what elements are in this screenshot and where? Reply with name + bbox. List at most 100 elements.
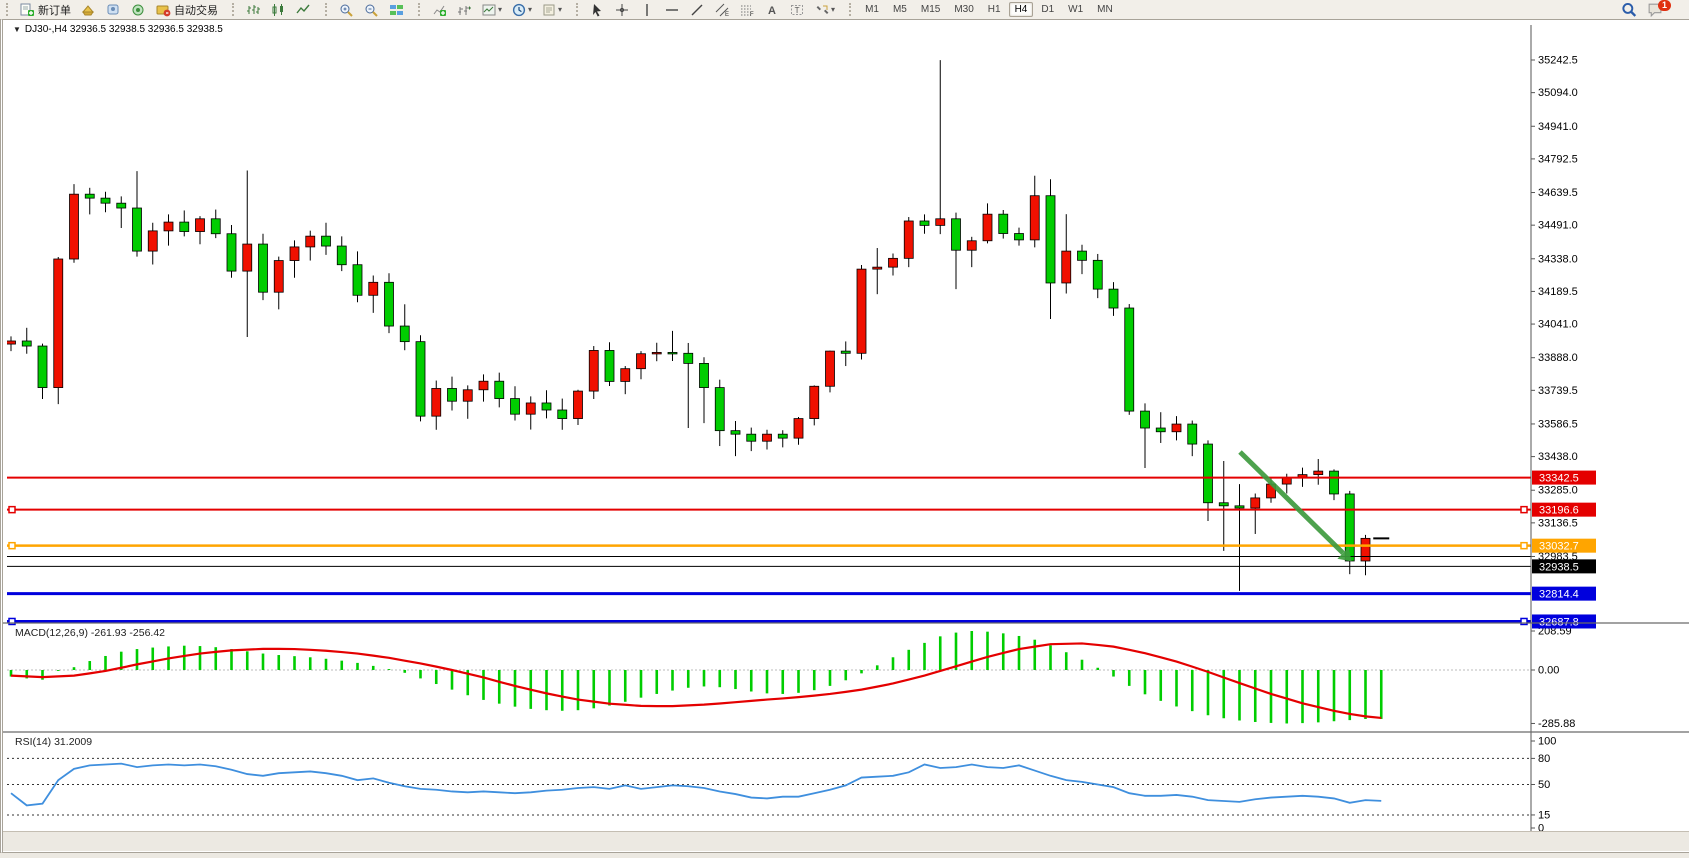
candle-down [998,213,1009,234]
timeframe-m1-button[interactable]: M1 [865,4,879,15]
chart-type-button[interactable]: ▾ [478,0,506,19]
chat-button[interactable]: 1 [1643,0,1680,19]
candle-up [1171,423,1182,433]
timeframe-mn-button[interactable]: MN [1097,4,1113,15]
line-handle[interactable] [1520,617,1528,626]
fibonacci-button[interactable]: F [736,0,759,19]
navigator-button[interactable] [102,0,125,19]
price-tick-label: 33136.5 [1538,517,1578,529]
candle-down [336,245,347,266]
candle-down [1124,307,1135,412]
horizontal-lines[interactable] [7,476,1531,626]
svg-text:E: E [725,12,729,17]
candle-up [809,385,820,419]
timeframe-m15-button[interactable]: M15 [920,4,941,15]
candle-up [242,243,253,272]
timeframe-d1-button[interactable]: D1 [1041,4,1055,15]
clock-button[interactable]: ▾ [508,0,536,19]
macd-pane[interactable]: MACD(12,26,9) -261.93 -256.42 208.59 0.00 -… [7,625,1575,730]
rsi-pane[interactable]: RSI(14) 31.2009 100 80 50 15 0 [7,736,1556,835]
arrows-button[interactable]: ▾ [811,0,839,19]
candle-down [714,387,725,432]
line-handle[interactable] [8,617,16,626]
chevron-down-icon[interactable]: ▾ [528,5,533,14]
candle-down [100,197,111,204]
chart-window[interactable]: ▼ DJ30-,H4 32936.5 32938.5 32936.5 32938.… [0,19,1689,853]
rsi-tick-label: 0 [1538,823,1544,835]
rsi-label: RSI(14) 31.2009 [15,736,92,748]
toolbar-grip [325,3,331,16]
timeframe-w1-button[interactable]: W1 [1068,4,1084,15]
timeframe-h1-button[interactable]: H1 [987,4,1001,15]
line-handle[interactable] [8,541,16,550]
candle-up [368,281,379,296]
price-tick-label: 35094.0 [1538,87,1578,99]
timeframe-m30-button[interactable]: M30 [954,4,974,15]
candle-up [462,389,473,402]
search-button[interactable] [1617,0,1641,19]
candle-down [1329,470,1339,495]
zoom-in-button[interactable] [335,0,358,19]
indicators-button[interactable] [428,0,451,19]
auto-trading-button[interactable]: 自动交易 [152,0,222,19]
cursor-button[interactable] [586,0,609,19]
candle-down [179,221,190,232]
chevron-down-icon[interactable]: ▾ [558,5,563,14]
svg-text:A: A [768,5,776,17]
line-chart-button[interactable] [292,0,315,19]
toolbar-group: E F A T ▾ [570,0,843,19]
candle-down [1077,250,1087,261]
text-button[interactable]: A [761,0,784,19]
chevron-down-icon[interactable]: ▼ [13,25,21,34]
label-button[interactable]: T [786,0,809,19]
candle-down [226,233,237,272]
candle-down [384,281,394,327]
line-handle[interactable] [1520,541,1528,550]
crosshair-button[interactable] [611,0,634,19]
chart-canvas[interactable]: MACD(12,26,9) -261.93 -256.42 208.59 0.00 -… [3,20,1689,852]
candle-chart-button[interactable] [267,0,290,19]
candle-down [840,350,851,354]
price-tick-label: 33739.5 [1538,385,1578,397]
zoom-out-button[interactable] [360,0,383,19]
candle-up [620,368,631,382]
symbol-quote-text: DJ30-,H4 32936.5 32938.5 32936.5 32938.5 [24,24,223,35]
price-axis[interactable]: 35242.5 35094.0 34941.0 34792.5 34639.5 34491… [1530,25,1596,850]
candle-down [1014,233,1024,241]
svg-text:F: F [750,12,754,17]
candle-down [84,193,95,199]
candle-down [604,350,615,382]
tile-windows-button[interactable] [385,0,408,19]
timeframe-m5-button[interactable]: M5 [892,4,907,15]
news-button[interactable] [127,0,150,19]
hline-button[interactable] [661,0,684,19]
candle-down [116,202,127,209]
candle-up [478,380,489,391]
price-badge-label: 33032.7 [1539,541,1579,553]
chevron-down-icon[interactable]: ▾ [831,5,836,14]
main-price-pane[interactable] [7,60,1532,626]
market-watch-button[interactable] [77,0,100,19]
bar-chart-button[interactable] [242,0,265,19]
periods-button[interactable] [453,0,476,19]
candle-up [573,390,583,419]
chevron-down-icon[interactable]: ▾ [498,5,503,14]
price-tick-label: 33586.5 [1538,418,1578,430]
toolbar-grip [849,3,855,16]
templates-button[interactable]: ▾ [538,0,566,19]
candle-up [966,240,977,251]
candle-down [1045,195,1056,284]
trend-arrow[interactable] [1238,450,1352,562]
timeframe-h4-button[interactable]: H4 [1008,2,1034,17]
candle-down [1203,443,1213,504]
candle-down [1108,288,1119,309]
new-order-button[interactable]: 新订单 [16,0,75,19]
candle-down [1140,410,1150,429]
line-handle[interactable] [8,505,16,514]
rsi-tick-label: 50 [1538,779,1550,791]
symbol-info-bar[interactable]: ▼ DJ30-,H4 32936.5 32938.5 32936.5 32938.… [13,24,223,35]
vline-button[interactable] [636,0,659,19]
line-handle[interactable] [1520,505,1528,514]
trendline-button[interactable] [686,0,709,19]
channel-button[interactable]: E [711,0,734,19]
